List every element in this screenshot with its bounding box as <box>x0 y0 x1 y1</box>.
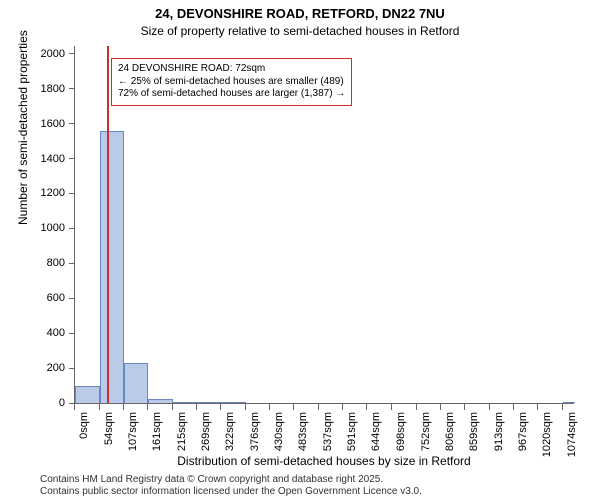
x-tick-label: 806sqm <box>444 412 456 451</box>
y-tick-label: 1000 <box>41 222 75 234</box>
x-tick <box>123 404 124 410</box>
y-tick-label: 1400 <box>41 153 75 165</box>
annotation-line: 24 DEVONSHIRE ROAD: 72sqm <box>118 63 345 76</box>
x-axis-label: Distribution of semi-detached houses by … <box>74 454 574 468</box>
y-tick-label: 200 <box>47 362 75 374</box>
x-tick <box>391 404 392 410</box>
x-tick-label: 215sqm <box>176 412 188 451</box>
x-tick-label: 591sqm <box>346 412 358 451</box>
y-tick-label: 1600 <box>41 118 75 130</box>
x-tick <box>489 404 490 410</box>
x-tick <box>513 404 514 410</box>
x-tick <box>440 404 441 410</box>
x-tick <box>293 404 294 410</box>
footer-line-1: Contains HM Land Registry data © Crown c… <box>40 474 422 486</box>
y-tick-label: 0 <box>59 397 75 409</box>
x-tick-label: 537sqm <box>322 412 334 451</box>
histogram-bar <box>563 402 575 403</box>
x-tick <box>147 404 148 410</box>
x-tick-label: 483sqm <box>297 412 309 451</box>
y-tick-label: 800 <box>47 257 75 269</box>
x-tick <box>318 404 319 410</box>
histogram-bar <box>173 402 198 403</box>
x-tick-label: 376sqm <box>249 412 261 451</box>
annotation-box: 24 DEVONSHIRE ROAD: 72sqm← 25% of semi-d… <box>111 58 352 106</box>
x-tick <box>342 404 343 410</box>
histogram-bar <box>75 386 100 403</box>
annotation-line: 72% of semi-detached houses are larger (… <box>118 88 345 101</box>
footer-attribution: Contains HM Land Registry data © Crown c… <box>40 474 422 498</box>
histogram-bar <box>197 402 221 403</box>
x-tick-label: 1020sqm <box>541 412 553 457</box>
x-tick <box>464 404 465 410</box>
footer-line-2: Contains public sector information licen… <box>40 486 422 498</box>
x-tick <box>196 404 197 410</box>
x-tick <box>172 404 173 410</box>
property-marker-line <box>107 46 109 403</box>
x-tick-label: 752sqm <box>420 412 432 451</box>
x-tick <box>269 404 270 410</box>
y-tick-label: 1200 <box>41 187 75 199</box>
histogram-bar <box>100 131 124 403</box>
x-tick <box>245 404 246 410</box>
x-tick <box>366 404 367 410</box>
x-tick-label: 698sqm <box>395 412 407 451</box>
y-tick-label: 1800 <box>41 83 75 95</box>
x-tick-label: 644sqm <box>370 412 382 451</box>
x-tick <box>562 404 563 410</box>
x-tick-label: 322sqm <box>224 412 236 451</box>
x-tick-label: 161sqm <box>151 412 163 451</box>
x-tick-label: 0sqm <box>78 412 90 439</box>
y-tick-label: 400 <box>47 327 75 339</box>
y-axis-label: Number of semi-detached properties <box>16 30 30 225</box>
histogram-bar <box>124 363 149 403</box>
plot-area: 020040060080010001200140016001800200024 … <box>74 46 574 404</box>
x-tick-label: 430sqm <box>273 412 285 451</box>
x-tick <box>74 404 75 410</box>
histogram-bar <box>148 399 173 403</box>
x-tick-label: 269sqm <box>200 412 212 451</box>
chart-title: 24, DEVONSHIRE ROAD, RETFORD, DN22 7NU <box>0 6 600 21</box>
x-tick <box>416 404 417 410</box>
x-tick <box>99 404 100 410</box>
x-tick-label: 913sqm <box>493 412 505 451</box>
y-tick-label: 600 <box>47 292 75 304</box>
x-tick-label: 107sqm <box>127 412 139 451</box>
x-tick-label: 1074sqm <box>566 412 578 457</box>
y-tick-label: 2000 <box>41 48 75 60</box>
x-tick-label: 967sqm <box>517 412 529 451</box>
x-tick-label: 859sqm <box>468 412 480 451</box>
histogram-bar <box>221 402 246 403</box>
x-tick <box>537 404 538 410</box>
x-tick <box>220 404 221 410</box>
annotation-line: ← 25% of semi-detached houses are smalle… <box>118 76 345 89</box>
x-tick-label: 54sqm <box>103 412 115 445</box>
chart-subtitle: Size of property relative to semi-detach… <box>0 24 600 38</box>
